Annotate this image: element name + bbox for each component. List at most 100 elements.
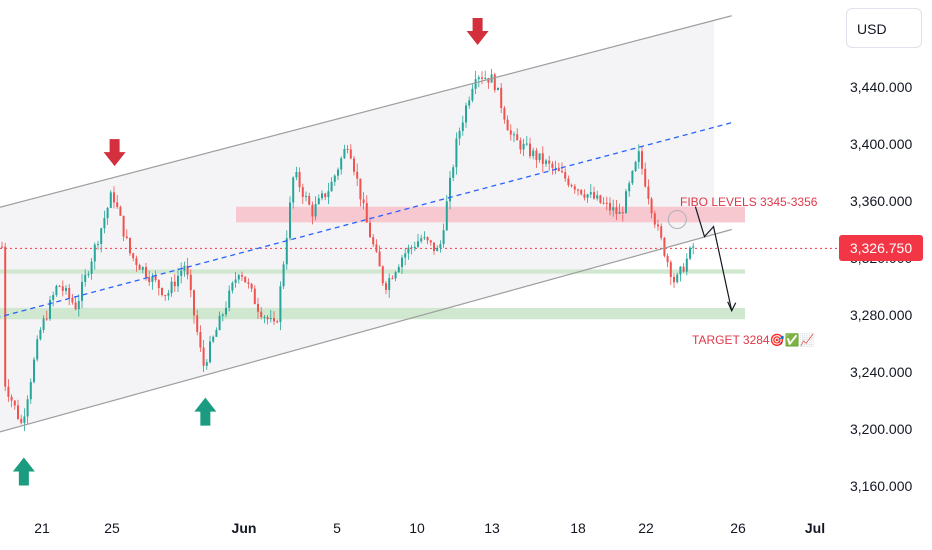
candle	[625, 188, 627, 214]
candle	[215, 327, 218, 337]
candle	[42, 315, 45, 333]
candle	[202, 339, 205, 372]
candle	[183, 261, 186, 277]
candle	[650, 196, 653, 219]
candle	[564, 168, 567, 182]
candle	[141, 266, 144, 274]
candle	[497, 87, 499, 91]
candle	[228, 285, 231, 312]
candle	[394, 270, 397, 282]
candle	[231, 281, 234, 294]
x-tick-label: 13	[484, 520, 500, 536]
candle	[346, 144, 349, 154]
candle	[596, 190, 599, 201]
candle	[212, 335, 215, 344]
candle	[81, 273, 83, 309]
candle	[276, 319, 279, 324]
candle	[378, 245, 381, 267]
candle	[234, 271, 237, 288]
candle	[666, 253, 669, 268]
candle	[679, 265, 682, 282]
candle	[71, 294, 74, 305]
candle	[244, 276, 247, 283]
candle	[337, 167, 339, 181]
candle	[97, 240, 99, 250]
candle	[17, 399, 19, 421]
candle	[391, 275, 394, 280]
breakout-circle	[667, 210, 687, 230]
x-tick-label: 22	[638, 520, 654, 536]
candle	[397, 264, 400, 274]
candle	[644, 162, 647, 188]
candle	[449, 171, 451, 210]
candle	[484, 70, 487, 80]
zone-support_2	[0, 307, 745, 320]
candle	[455, 132, 458, 175]
candle	[660, 223, 663, 241]
candle	[189, 269, 192, 298]
candle	[138, 263, 141, 270]
currency-selector[interactable]: USD	[846, 8, 922, 48]
candle	[241, 271, 243, 281]
y-tick-label: 3,200.000	[850, 421, 912, 437]
buy-arrow-icon	[194, 397, 217, 426]
candle	[653, 210, 656, 229]
candle	[237, 273, 240, 284]
candle	[541, 146, 544, 173]
candle	[205, 359, 208, 370]
candle	[266, 315, 269, 325]
candle	[365, 195, 368, 223]
candle	[273, 311, 275, 325]
candle	[23, 408, 26, 432]
candle	[477, 75, 480, 88]
candle	[84, 269, 87, 287]
candle	[180, 262, 183, 284]
y-tick-label: 3,360.000	[850, 193, 912, 209]
candle	[305, 191, 307, 202]
candle	[106, 206, 109, 225]
candle	[551, 161, 554, 175]
candle	[481, 71, 483, 85]
candle	[20, 414, 23, 425]
candle	[663, 236, 666, 258]
candle	[407, 244, 410, 260]
candle	[404, 248, 407, 266]
candle	[247, 278, 250, 289]
candle	[292, 176, 295, 209]
candle	[52, 291, 55, 307]
candle	[170, 277, 173, 297]
x-tick-label: 26	[730, 520, 746, 536]
channel-median-line	[0, 121, 732, 318]
candle	[413, 241, 416, 251]
x-tick-label: 10	[409, 520, 425, 536]
candle	[324, 192, 327, 201]
candle	[100, 227, 103, 253]
candle	[471, 84, 474, 103]
candle	[359, 178, 362, 207]
candle	[199, 325, 202, 352]
candle	[372, 234, 375, 247]
candle	[461, 115, 464, 136]
candle	[602, 197, 605, 205]
candle	[506, 115, 509, 131]
candle	[548, 155, 551, 171]
candle	[420, 234, 423, 244]
candle	[557, 162, 560, 172]
projection-arrowhead	[727, 301, 737, 313]
y-tick-label: 3,400.000	[850, 136, 912, 152]
candle	[628, 180, 631, 197]
candle	[618, 203, 621, 214]
candle	[685, 253, 688, 276]
candle	[429, 239, 432, 246]
x-tick-label: Jun	[232, 520, 257, 536]
candle	[538, 153, 541, 163]
candle	[647, 179, 650, 205]
candle	[132, 252, 135, 262]
y-tick-label: 3,160.000	[850, 478, 912, 494]
candle	[445, 194, 448, 231]
candle	[522, 138, 525, 157]
candle	[36, 335, 39, 362]
candle	[157, 279, 160, 296]
candle	[509, 124, 512, 141]
